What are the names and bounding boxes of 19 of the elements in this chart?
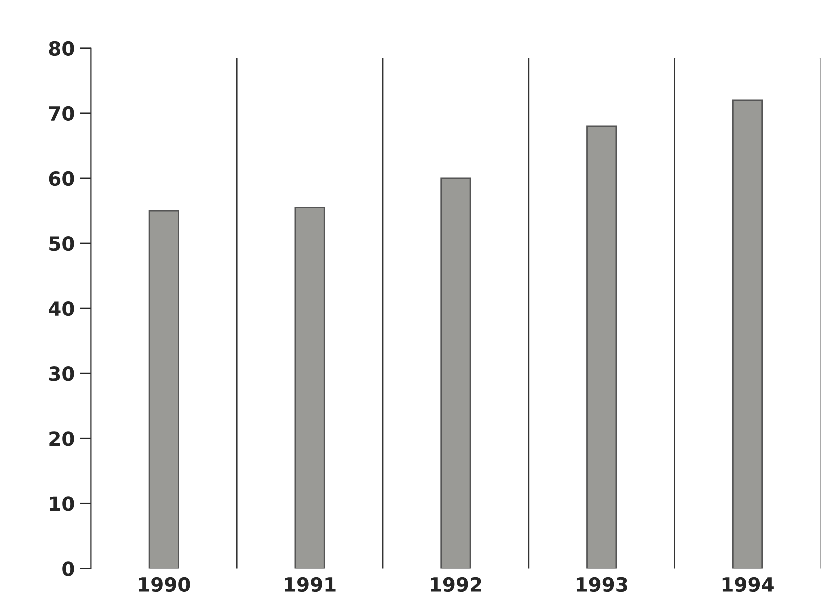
y-tick-label: 10 [50, 496, 74, 512]
x-tick-label: 1992 [431, 577, 482, 592]
bar [294, 207, 326, 569]
y-tick-label: 60 [49, 171, 74, 186]
y-tick-label: 30 [49, 366, 74, 382]
y-tick-label: 80 [49, 41, 74, 56]
y-tick-label: 50 [50, 236, 74, 252]
y-tick-label: 40 [49, 302, 74, 316]
y-tick-label: 20 [50, 432, 74, 446]
bar [732, 100, 764, 569]
bar [586, 126, 618, 569]
y-tick-label: 0 [62, 562, 74, 576]
x-tick-label: 1993 [576, 577, 628, 592]
bar [440, 178, 472, 569]
x-tick-label: 1994 [722, 577, 774, 592]
bar [148, 210, 180, 569]
x-tick-label: 1991 [285, 577, 336, 592]
y-tick-label: 70 [49, 106, 74, 122]
x-tick-label: 1990 [139, 577, 190, 592]
